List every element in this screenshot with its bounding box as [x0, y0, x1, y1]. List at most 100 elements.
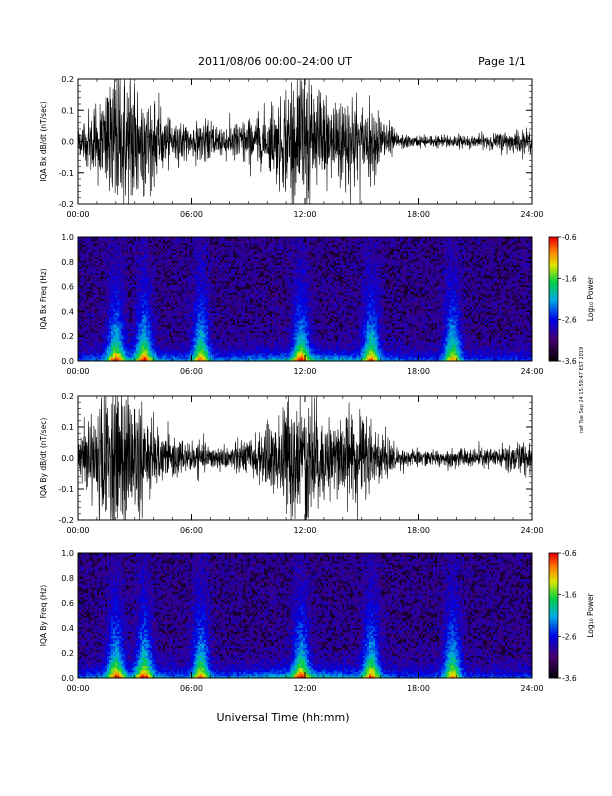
- spectrogram-cell: [183, 327, 185, 329]
- spectrogram-cell: [128, 285, 130, 287]
- spectrogram-cell: [97, 295, 99, 297]
- spectrogram-cell: [231, 355, 233, 357]
- spectrogram-cell: [249, 275, 251, 277]
- spectrogram-cell: [105, 267, 107, 269]
- spectrogram-cell: [266, 307, 268, 309]
- spectrogram-cell: [241, 263, 243, 265]
- spectrogram-cell: [177, 251, 179, 253]
- spectrogram-cell: [144, 257, 146, 259]
- spectrogram-cell: [227, 345, 229, 347]
- spectrogram-cell: [175, 271, 177, 273]
- spectrogram-cell: [138, 263, 140, 265]
- spectrogram-cell: [173, 267, 175, 269]
- spectrogram-cell: [132, 321, 134, 323]
- spectrogram-cell: [107, 239, 109, 241]
- spectrogram-cell: [86, 261, 88, 263]
- spectrogram-cell: [200, 339, 202, 341]
- spectrogram-cell: [225, 265, 227, 267]
- spectrogram-cell: [229, 313, 231, 315]
- spectrogram-cell: [200, 343, 202, 345]
- spectrogram-cell: [156, 263, 158, 265]
- spectrogram-cell: [276, 345, 278, 347]
- spectrogram-cell: [144, 281, 146, 283]
- spectrogram-cell: [156, 333, 158, 335]
- spectrogram-cell: [202, 305, 204, 307]
- spectrogram-cell: [97, 341, 99, 343]
- spectrogram-cell: [103, 301, 105, 303]
- spectrogram-cell: [128, 289, 130, 291]
- spectrogram-cell: [210, 331, 212, 333]
- spectrogram-cell: [167, 343, 169, 345]
- spectrogram-cell: [187, 287, 189, 289]
- spectrogram-cell: [274, 253, 276, 255]
- spectrogram-cell: [200, 243, 202, 245]
- spectrogram-cell: [241, 255, 243, 257]
- spectrogram-cell: [272, 245, 274, 247]
- spectrogram-cell: [128, 283, 130, 285]
- spectrogram-cell: [132, 355, 134, 357]
- spectrogram-cell: [204, 313, 206, 315]
- spectrogram-cell: [150, 255, 152, 257]
- spectrogram-cell: [158, 269, 160, 271]
- spectrogram-cell: [144, 279, 146, 281]
- spectrogram-cell: [90, 269, 92, 271]
- spectrogram-cell: [173, 339, 175, 341]
- spectrogram-cell: [117, 333, 119, 335]
- spectrogram-cell: [189, 301, 191, 303]
- spectrogram-cell: [179, 351, 181, 353]
- spectrogram-cell: [136, 303, 138, 305]
- spectrogram-cell: [181, 301, 183, 303]
- spectrogram-cell: [214, 333, 216, 335]
- spectrogram-cell: [175, 247, 177, 249]
- spectrogram-cell: [194, 285, 196, 287]
- spectrogram-cell: [146, 277, 148, 279]
- spectrogram-cell: [179, 309, 181, 311]
- spectrogram-cell: [231, 253, 233, 255]
- spectrogram-cell: [204, 279, 206, 281]
- spectrogram-cell: [84, 323, 86, 325]
- spectrogram-cell: [130, 273, 132, 275]
- spectrogram-cell: [165, 347, 167, 349]
- spectrogram-cell: [163, 335, 165, 337]
- spectrogram-cell: [90, 337, 92, 339]
- spectrogram-cell: [109, 319, 111, 321]
- spectrogram-cell: [84, 267, 86, 269]
- spectrogram-cell: [233, 289, 235, 291]
- spectrogram-cell: [237, 271, 239, 273]
- spectrogram-cell: [175, 259, 177, 261]
- spectrogram-cell: [136, 277, 138, 279]
- spectrogram-cell: [152, 317, 154, 319]
- spectrogram-cell: [243, 323, 245, 325]
- spectrogram-cell: [196, 305, 198, 307]
- spectrogram-cell: [212, 297, 214, 299]
- spectrogram-cell: [204, 355, 206, 357]
- spectrogram-cell: [142, 267, 144, 269]
- spectrogram-cell: [88, 355, 90, 357]
- spectrogram-cell: [204, 309, 206, 311]
- spectrogram-cell: [105, 271, 107, 273]
- spectrogram-cell: [138, 299, 140, 301]
- spectrogram-cell: [194, 351, 196, 353]
- spectrogram-cell: [88, 305, 90, 307]
- spectrogram-cell: [128, 259, 130, 261]
- spectrogram-cell: [208, 255, 210, 257]
- spectrogram-cell: [216, 311, 218, 313]
- spectrogram-cell: [233, 291, 235, 293]
- spectrogram-cell: [245, 323, 247, 325]
- spectrogram-cell: [169, 247, 171, 249]
- spectrogram-cell: [88, 357, 90, 359]
- spectrogram-cell: [270, 355, 272, 357]
- spectrogram-cell: [86, 329, 88, 331]
- spectrogram-cell: [88, 273, 90, 275]
- spectrogram-cell: [90, 347, 92, 349]
- spectrogram-cell: [196, 339, 198, 341]
- spectrogram-cell: [175, 341, 177, 343]
- spectrogram-cell: [185, 279, 187, 281]
- spectrogram-cell: [200, 277, 202, 279]
- spectrogram-cell: [92, 253, 94, 255]
- spectrogram-cell: [105, 293, 107, 295]
- spectrogram-cell: [109, 259, 111, 261]
- spectrogram-cell: [95, 241, 97, 243]
- spectrogram-cell: [123, 277, 125, 279]
- spectrogram-cell: [138, 341, 140, 343]
